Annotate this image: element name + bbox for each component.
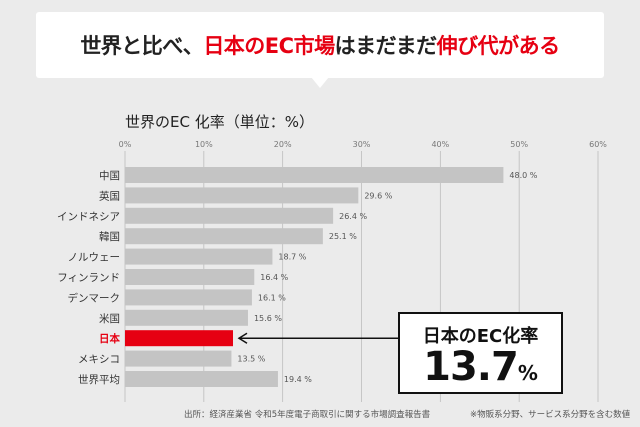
value-label: 16.1 %: [258, 293, 286, 302]
category-label: デンマーク: [68, 291, 121, 304]
value-label: 25.1 %: [329, 232, 357, 241]
x-tick-label: 50%: [510, 140, 528, 149]
value-label: 29.6 %: [364, 191, 392, 200]
x-tick-label: 40%: [431, 140, 449, 149]
category-label: 中国: [99, 169, 120, 182]
value-label: 48.0 %: [509, 171, 537, 180]
japan-callout-box: 日本のEC化率 13.7%: [398, 312, 563, 394]
value-label: 16.4 %: [260, 273, 288, 282]
category-label: フィンランド: [57, 272, 120, 284]
chart-title: 世界のEC 化率（単位：%）: [125, 113, 314, 131]
bar: [125, 228, 323, 245]
headline-part-1: 世界と比べ、: [80, 34, 204, 58]
value-label: 15.6 %: [254, 314, 282, 323]
value-label: 18.7 %: [278, 253, 306, 262]
headline-banner: 世界と比べ、 日本のEC市場 はまだまだ 伸び代がある: [36, 12, 604, 78]
value-label: 19.4 %: [284, 375, 312, 384]
bar: [125, 248, 273, 265]
category-label: 世界平均: [78, 374, 120, 386]
category-label: 英国: [99, 189, 120, 202]
bar-highlight: [125, 330, 234, 347]
bar: [125, 269, 255, 285]
value-label: 13.5 %: [237, 355, 265, 364]
x-tick-label: 60%: [589, 140, 607, 149]
bar: [125, 289, 252, 306]
bar: [125, 371, 278, 387]
callout-unit: %: [517, 361, 538, 385]
category-label: メキシコ: [78, 354, 120, 366]
value-label: 26.4 %: [339, 212, 367, 221]
callout-number: 13.7: [423, 344, 519, 390]
bar: [125, 350, 232, 367]
x-tick-label: 20%: [274, 140, 292, 149]
footnote: ※物販系分野、サービス系分野を含む数値: [470, 410, 631, 420]
callout-arrow-head: [237, 332, 248, 344]
category-label: 日本: [99, 332, 120, 345]
source-note: 出所：経済産業省 令和5年度電子商取引に関する市場調査報告書: [184, 410, 431, 420]
headline-part-2: 日本のEC市場: [203, 34, 335, 58]
category-label: 韓国: [99, 231, 120, 243]
headline-part-4: 伸び代がある: [436, 34, 561, 58]
headline-part-3: はまだまだ: [334, 34, 438, 58]
x-tick-label: 10%: [195, 140, 213, 149]
bar: [125, 309, 248, 326]
bar: [125, 187, 359, 204]
x-tick-label: 30%: [353, 140, 371, 149]
bar: [125, 167, 504, 183]
category-label: インドネシア: [57, 211, 120, 223]
category-label: ノルウェー: [68, 252, 121, 264]
callout-value: 13.7%: [400, 344, 561, 390]
bar: [125, 207, 334, 224]
category-label: 米国: [99, 312, 120, 325]
x-tick-label: 0%: [119, 140, 132, 149]
callout-label: 日本のEC化率: [422, 326, 539, 347]
banner-pointer: [311, 77, 329, 88]
